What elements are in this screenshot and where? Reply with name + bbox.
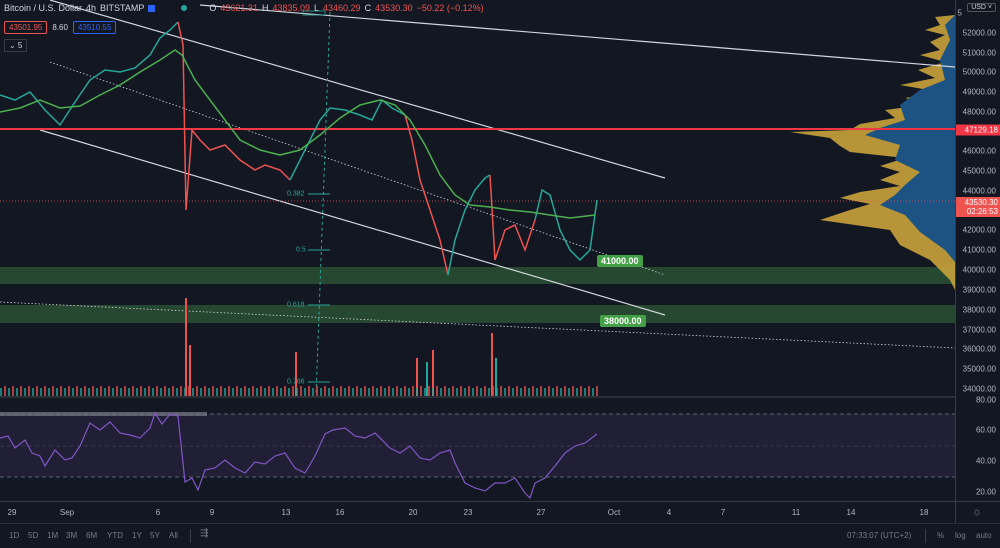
support-label-38000[interactable]: 38000.00 [600,315,646,327]
interval[interactable]: 4h [86,3,97,13]
range-1m[interactable]: 1M [47,531,59,540]
channel-lower-line [39,129,666,316]
exchange: BITSTAMP [100,3,145,13]
candles [0,21,598,276]
market-status-icon [148,4,156,12]
auto-toggle[interactable]: auto [976,531,992,540]
log-toggle[interactable]: log [955,531,966,540]
close-value: 43530.30 [375,3,413,13]
long-trend-line [199,4,955,68]
bid-ask-boxes: 43501.95 8.60 43510.55 [4,21,117,34]
range-3m[interactable]: 3M [66,531,78,540]
rsi-band [0,414,955,477]
indicators-toggle-button[interactable]: ⌄ 5 [4,39,28,52]
rsi-pane[interactable] [0,398,955,501]
range-6m[interactable]: 6M [86,531,98,540]
support-zone-41000 [0,267,955,284]
resistance-price-badge: 47129.18 [956,124,1000,136]
spread-value: 8.60 [52,23,68,32]
range-ytd[interactable]: YTD [107,531,123,540]
range-all[interactable]: All [169,531,178,540]
low-value: 43460.29 [323,3,361,13]
sell-price-button[interactable]: 43501.95 [4,21,48,34]
price-chart-canvas[interactable] [0,0,955,396]
fib-label-0382: 0.382 [287,190,305,198]
fib-label-0786: 0.786 [287,378,305,386]
moving-average-line [0,49,596,219]
currency-selector[interactable]: USD ˅ [967,3,996,12]
fib-label-0618: 0.618 [287,301,305,309]
price-pane[interactable]: Bitcoin / U.S. Dollar 4h BITSTAMP O 43621… [0,0,955,396]
high-value: 43835.09 [272,3,310,13]
clock[interactable]: 07:33:07 (UTC+2) [847,531,912,540]
open-value: 43621.31 [220,3,258,13]
candle-countdown: 02:26:53 [966,207,998,216]
live-dot-icon [181,5,188,11]
channel-upper-line [49,0,666,179]
time-axis[interactable]: 29 Sep 6 9 13 16 20 23 27 Oct 4 7 11 14 … [0,501,1000,524]
fib-label-05: 0.5 [296,246,306,254]
channel-mid-line [49,61,666,276]
volume-bars [0,298,600,396]
goto-date-icon[interactable]: ⇶ [200,528,209,539]
range-1y[interactable]: 1Y [132,531,142,540]
volume-profile [790,15,955,290]
rsi-chart-canvas[interactable] [0,398,955,501]
symbol-name[interactable]: Bitcoin / U.S. Dollar [4,3,83,13]
current-price-badge: 43530.30 02:26:53 [956,197,1000,217]
fib-vertical-line [315,11,331,396]
chart-legend: Bitcoin / U.S. Dollar 4h BITSTAMP O 43621… [4,3,484,13]
buy-price-button[interactable]: 43510.55 [72,21,117,34]
bottom-toolbar: 1D 5D 1M 3M 6M YTD 1Y 5Y All ⇶ 07:33:07 … [0,523,1000,548]
support-zone-38000 [0,305,955,323]
support-label-41000[interactable]: 41000.00 [597,255,643,267]
rsi-line [0,411,598,500]
range-1d[interactable]: 1D [9,531,20,540]
settings-gear-icon[interactable]: ☼ [972,506,983,518]
pane-divider[interactable] [0,396,1000,398]
price-axis[interactable]: USD ˅ 5 52000.00 51000.00 50000.00 49000… [955,0,1000,501]
change-value: −50.22 (−0.12%) [416,3,484,13]
range-5y[interactable]: 5Y [150,531,160,540]
percent-toggle[interactable]: % [937,531,945,540]
range-5d[interactable]: 5D [28,531,39,540]
